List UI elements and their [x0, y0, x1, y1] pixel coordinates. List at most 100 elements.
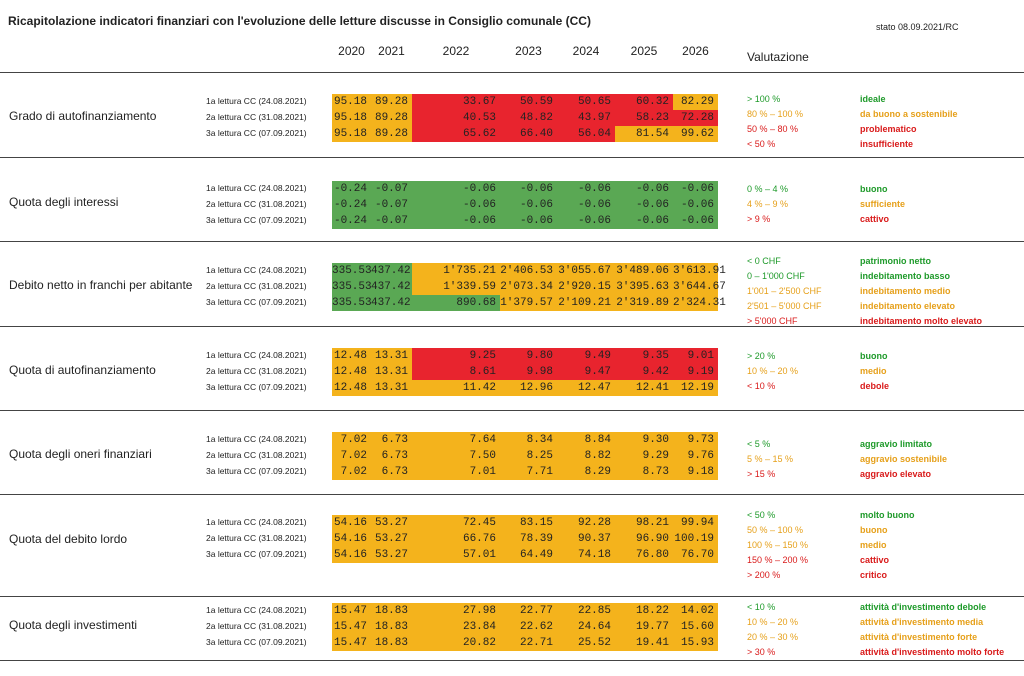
value-cell: 12.96 [500, 380, 557, 396]
criterion-range: > 20 % [747, 351, 776, 361]
value-cell: 25.52 [557, 635, 615, 651]
values-grid: 7.02 6.73 7.64 8.34 8.84 9.30 9.73 7.02 6.73 7.50… [332, 432, 718, 480]
reading-label: 3a lettura CC (07.09.2021) [206, 128, 307, 138]
value-cell: 7.50 [412, 448, 500, 464]
criterion-range: 0 – 1'000 CHF [747, 271, 805, 281]
criterion-label: ideale [860, 94, 886, 104]
values-grid: -0.24 -0.07 -0.06 -0.06 -0.06 -0.06 -0.06 -0.24… [332, 181, 718, 229]
value-cell: 72.28 [673, 110, 718, 126]
criterion-range: > 200 % [747, 570, 781, 580]
criterion-label: aggravio elevato [860, 469, 932, 479]
table-row: -0.24 -0.07 -0.06 -0.06 -0.06 -0.06 -0.06 [332, 197, 718, 213]
value-cell: 66.76 [412, 531, 500, 547]
value-cell: 95.18 [332, 110, 371, 126]
criterion-label: patrimonio netto [860, 256, 931, 266]
section-divider [0, 72, 1024, 73]
value-cell: 78.39 [500, 531, 557, 547]
value-cell: 3'395.63 [615, 279, 673, 295]
indicator-title: Debito netto in franchi per abitante [9, 278, 193, 292]
value-cell: 7.02 [332, 432, 371, 448]
value-cell: -0.06 [557, 181, 615, 197]
value-cell: 1'379.57 [500, 295, 557, 311]
criterion-range: 150 % – 200 % [747, 555, 809, 565]
value-cell: -0.06 [412, 181, 500, 197]
value-cell: 65.62 [412, 126, 500, 142]
value-cell: -0.06 [615, 181, 673, 197]
value-cell: 3'644.67 [673, 279, 726, 295]
values-grid: 15.47 18.83 27.98 22.77 22.85 18.22 14.02 15.47… [332, 603, 718, 651]
value-cell: 40.53 [412, 110, 500, 126]
value-cell: -0.06 [615, 213, 673, 229]
table-row: 7.02 6.73 7.01 7.71 8.29 8.73 9.18 [332, 464, 718, 480]
year-label: 2026 [682, 44, 709, 58]
reading-label: 1a lettura CC (24.08.2021) [206, 517, 307, 527]
year-label: 2022 [442, 44, 470, 58]
table-row: 7.02 6.73 7.64 8.34 8.84 9.30 9.73 [332, 432, 718, 448]
year-label: 2020 [338, 44, 365, 58]
value-cell: 7.02 [332, 464, 371, 480]
reading-label: 3a lettura CC (07.09.2021) [206, 215, 307, 225]
value-cell: -0.06 [500, 213, 557, 229]
value-cell: 22.85 [557, 603, 615, 619]
year-label: 2024 [572, 44, 600, 58]
value-cell: 9.47 [557, 364, 615, 380]
value-cell: 76.70 [673, 547, 718, 563]
table-row: 15.47 18.83 27.98 22.77 22.85 18.22 14.02 [332, 603, 718, 619]
table-row: -0.24 -0.07 -0.06 -0.06 -0.06 -0.06 -0.06 [332, 213, 718, 229]
criterion-range: 50 % – 80 % [747, 124, 799, 134]
value-cell: 2'406.53 [500, 263, 557, 279]
criterion-label: indebitamento basso [860, 271, 951, 281]
criterion-label: buono [860, 351, 888, 361]
value-cell: 18.83 [371, 603, 412, 619]
value-cell: 95.18 [332, 126, 371, 142]
value-cell: 9.30 [615, 432, 673, 448]
reading-label: 2a lettura CC (31.08.2021) [206, 621, 307, 631]
criterion-label: medio [860, 366, 887, 376]
indicator-title: Quota del debito lordo [9, 532, 128, 546]
values-grid: 12.48 13.31 9.25 9.80 9.49 9.35 9.01 12.48 13.31… [332, 348, 718, 396]
value-cell: 57.01 [412, 547, 500, 563]
year-label: 2023 [515, 44, 542, 58]
value-cell: 27.98 [412, 603, 500, 619]
value-cell: 56.04 [557, 126, 615, 142]
page-title: Ricapitolazione indicatori finanziari co… [8, 14, 591, 28]
reading-label: 1a lettura CC (24.08.2021) [206, 434, 307, 444]
value-cell: 3'055.67 [557, 263, 615, 279]
criterion-label: indebitamento elevato [860, 301, 956, 311]
value-cell: 437.42 [371, 279, 412, 295]
value-cell: 83.15 [500, 515, 557, 531]
table-row: 12.48 13.31 11.42 12.96 12.47 12.41 12.19 [332, 380, 718, 396]
value-cell: 335.53 [332, 279, 372, 295]
criterion-range: > 100 % [747, 94, 781, 104]
criterion-label: attività d'investimento forte [860, 632, 978, 642]
value-cell: -0.06 [412, 213, 500, 229]
value-cell: 13.31 [371, 364, 412, 380]
value-cell: -0.07 [371, 181, 412, 197]
table-row: 335.53 437.42 1'735.21 2'406.53 3'055.67 3'48… [332, 263, 726, 279]
section-divider [0, 241, 1024, 242]
table-row: 15.47 18.83 23.84 22.62 24.64 19.77 15.60 [332, 619, 718, 635]
value-cell: 24.64 [557, 619, 615, 635]
table-row: 54.16 53.27 66.76 78.39 90.37 96.90 100.19 [332, 531, 718, 547]
value-cell: 54.16 [332, 515, 371, 531]
criterion-range: 2'501 – 5'000 CHF [747, 301, 822, 311]
value-cell: 8.84 [557, 432, 615, 448]
value-cell: -0.24 [332, 181, 371, 197]
value-cell: -0.06 [673, 181, 718, 197]
table-row: 335.53 437.42 1'339.59 2'073.34 2'920.15 3'39… [332, 279, 726, 295]
value-cell: 13.31 [371, 348, 412, 364]
criterion-range: > 30 % [747, 647, 776, 657]
value-cell: 8.61 [412, 364, 500, 380]
value-cell: 335.53 [332, 295, 372, 311]
value-cell: 9.18 [673, 464, 718, 480]
value-cell: 3'613.91 [673, 263, 726, 279]
value-cell: 99.62 [673, 126, 718, 142]
reading-label: 2a lettura CC (31.08.2021) [206, 450, 307, 460]
criterion-label: da buono a sostenibile [860, 109, 958, 119]
criterion-range: > 15 % [747, 469, 776, 479]
value-cell: 9.76 [673, 448, 718, 464]
year-header: 2020 2021 2022 2023 2024 2025 2026 [332, 44, 718, 58]
values-grid: 54.16 53.27 72.45 83.15 92.28 98.21 99.94 54.16… [332, 515, 718, 563]
value-cell: 9.73 [673, 432, 718, 448]
criterion-range: 1'001 – 2'500 CHF [747, 286, 822, 296]
